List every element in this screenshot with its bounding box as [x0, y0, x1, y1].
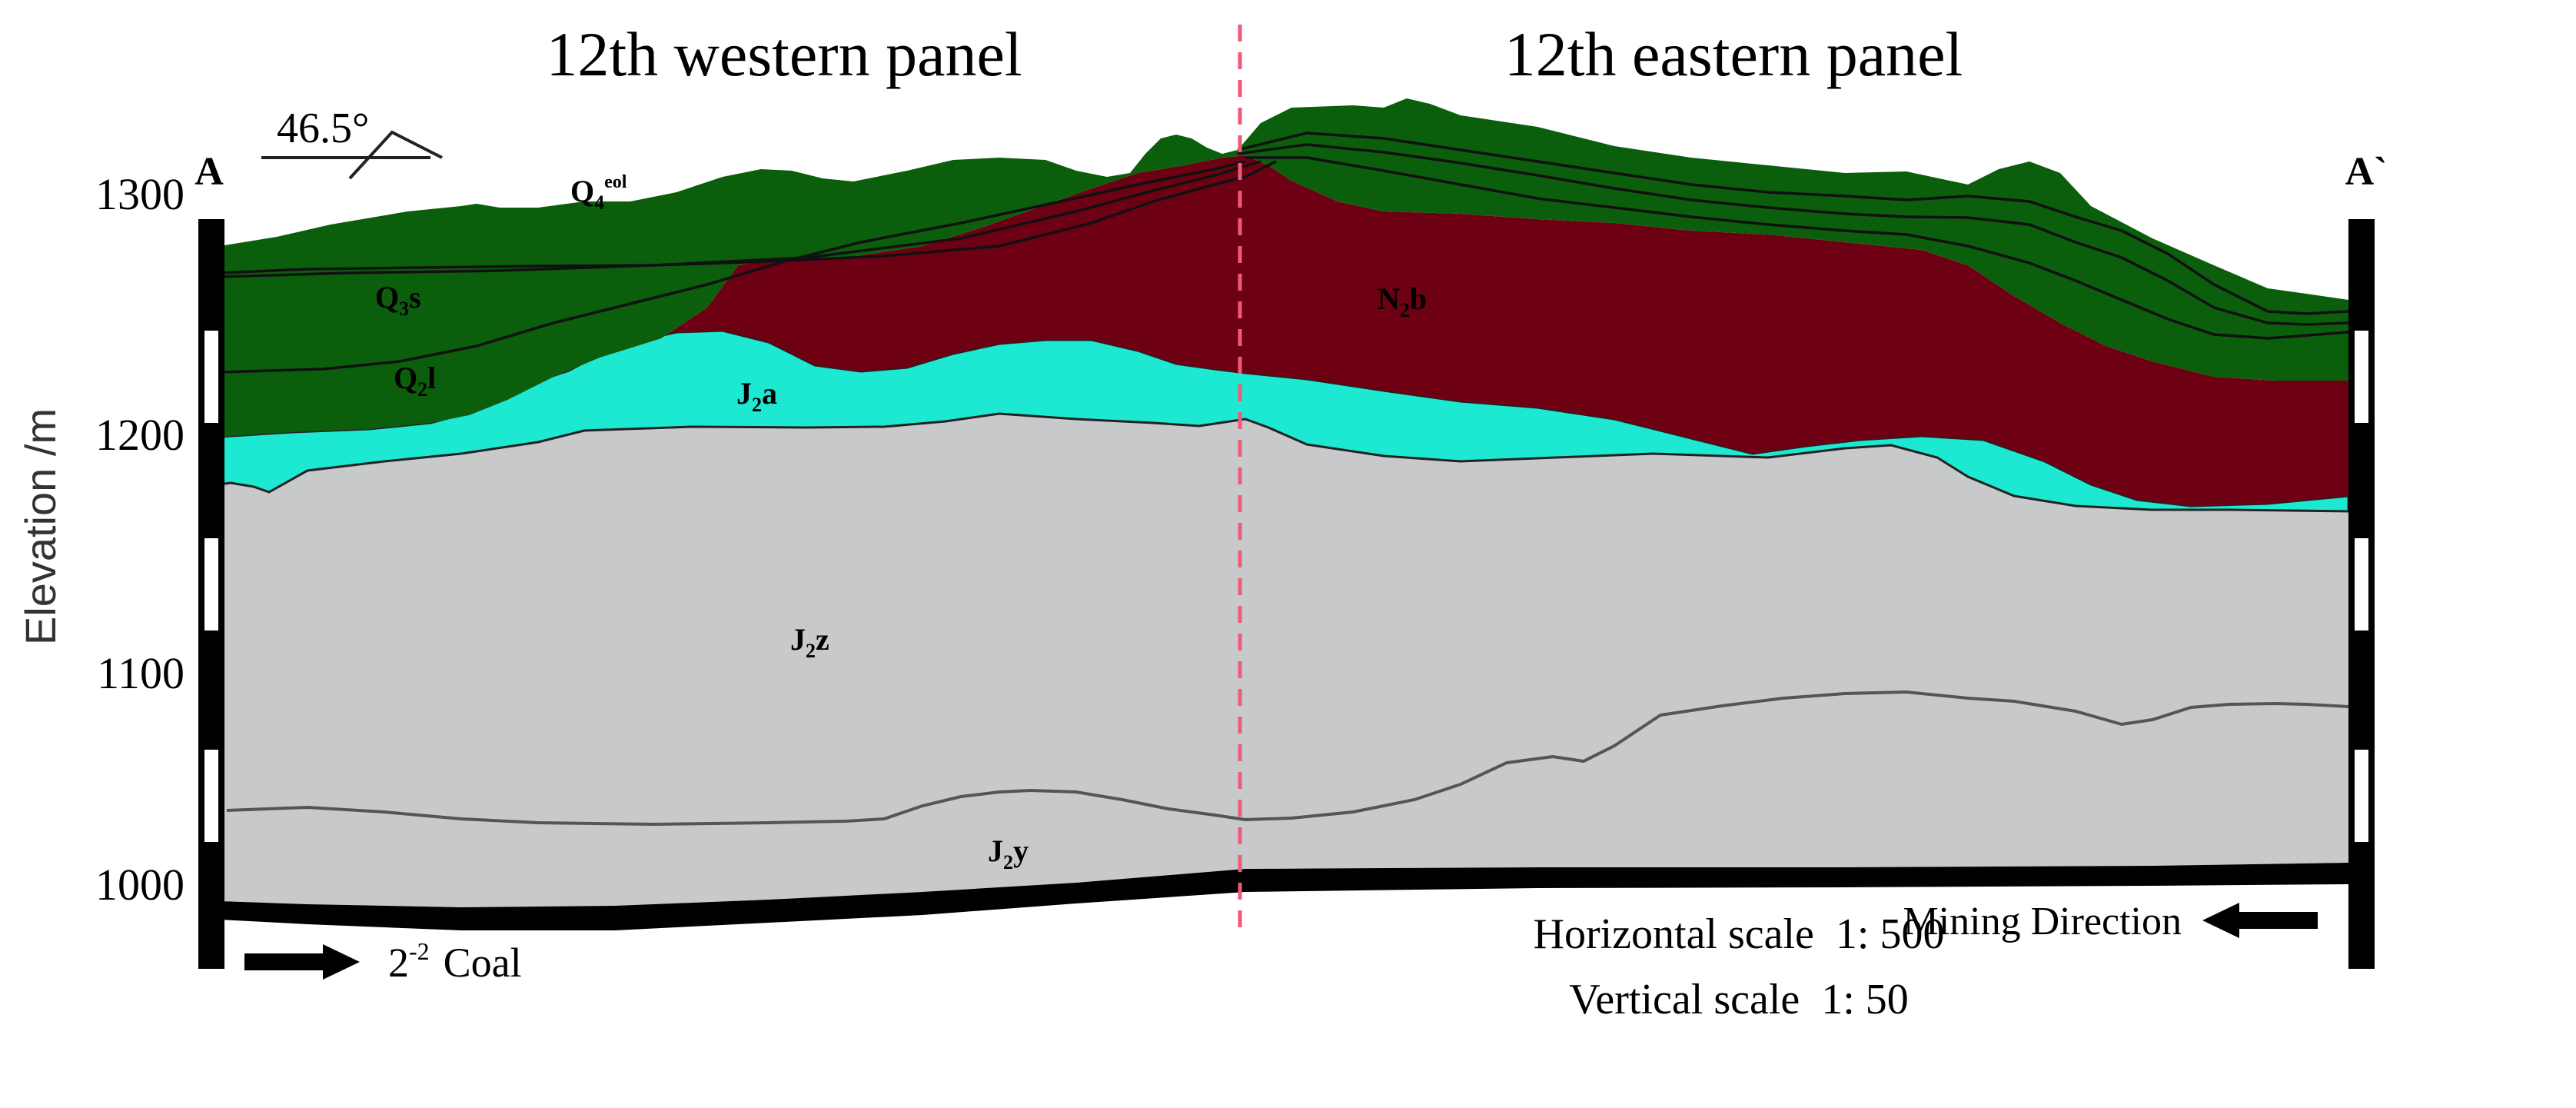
layer-j2z-j2y: [220, 414, 2348, 907]
stratum-label-q2l: Q2l: [394, 361, 436, 401]
horizontal-scale-label: Horizontal scale 1: 500: [1534, 910, 1945, 958]
contact-line-east-1: [1237, 131, 2349, 315]
stratum-label-q4eol: Q4eol: [570, 172, 627, 214]
title-eastern-panel: 12th eastern panel: [1504, 19, 1963, 89]
stratum-label-n2b: N2b: [1378, 281, 1427, 321]
vertical-scale-label: Vertical scale 1: 50: [1569, 976, 1909, 1023]
y-tick-1100: 1100: [97, 648, 184, 698]
coal-seam: [220, 863, 2348, 930]
arrow-left-icon: [2202, 903, 2318, 938]
mining-direction-label: Mining Direction: [1903, 900, 2182, 943]
scale-bar-left: [198, 219, 224, 969]
y-tick-1000: 1000: [95, 860, 184, 910]
dip-symbol-icon: [261, 130, 443, 180]
stratum-label-j2a: J2a: [736, 376, 777, 416]
contact-line-q4: [219, 160, 1277, 275]
section-start-label: A: [194, 150, 224, 194]
layer-quaternary: [220, 98, 2348, 437]
stratum-label-q3s: Q3s: [375, 280, 421, 320]
layer-n2b: [469, 155, 2348, 506]
y-tick-1200: 1200: [95, 410, 184, 460]
dip-angle-label: 46.5°: [277, 105, 369, 152]
contact-line-q3-upper: [219, 160, 1261, 278]
y-axis-label: Elevation /m: [16, 408, 65, 645]
arrow-right-icon: [244, 944, 360, 980]
j2z-j2y-boundary: [226, 690, 2349, 827]
y-tick-1300: 1300: [95, 169, 184, 219]
coal-label: 2-2 Coal: [388, 937, 522, 986]
title-western-panel: 12th western panel: [546, 19, 1022, 89]
contact-lines: [219, 131, 2349, 827]
section-end-label: A`: [2345, 150, 2388, 194]
contact-line-east-2: [1237, 143, 2349, 326]
contact-line-east-3: [1245, 156, 2349, 340]
contact-line-q2: [219, 160, 1246, 374]
scale-bar-right: [2348, 219, 2375, 969]
stratum-label-j2y: J2y: [988, 833, 1029, 873]
strata-layers: [218, 98, 2350, 907]
stratum-label-j2z: J2z: [790, 622, 829, 662]
